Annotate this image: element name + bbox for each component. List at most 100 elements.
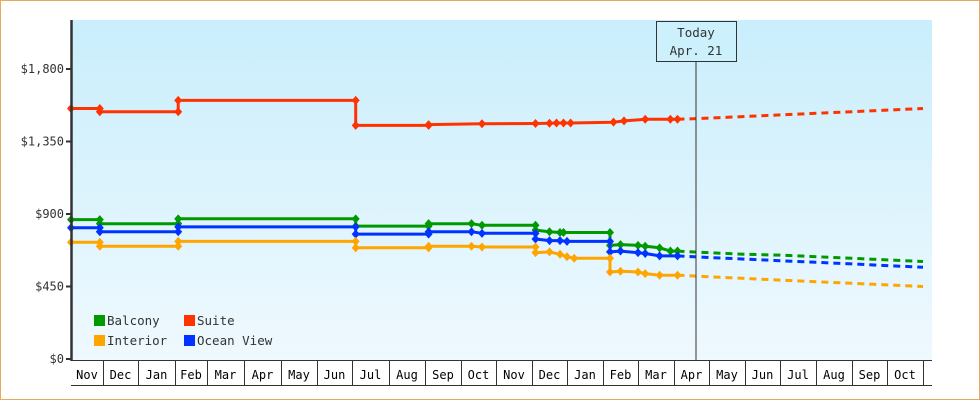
- data-point-marker[interactable]: [641, 114, 650, 124]
- data-point-marker[interactable]: [563, 252, 571, 262]
- data-point-marker[interactable]: [351, 214, 360, 224]
- series-suite: [67, 95, 924, 130]
- data-point-marker[interactable]: [559, 228, 568, 238]
- x-tick-label: Jan: [146, 368, 168, 382]
- y-tick-label: $1,800: [21, 62, 64, 76]
- data-point-marker[interactable]: [351, 243, 360, 253]
- data-point-marker[interactable]: [467, 227, 476, 237]
- data-point-marker[interactable]: [606, 236, 614, 246]
- legend-swatch: [184, 315, 195, 326]
- data-point-marker[interactable]: [559, 118, 568, 128]
- data-point-marker[interactable]: [424, 120, 433, 130]
- data-point-marker[interactable]: [655, 251, 664, 261]
- data-point-marker[interactable]: [424, 227, 433, 237]
- series-layer: [67, 95, 924, 288]
- data-point-marker[interactable]: [467, 219, 476, 229]
- data-point-marker[interactable]: [174, 107, 183, 117]
- data-point-marker[interactable]: [351, 120, 360, 130]
- data-point-marker[interactable]: [641, 248, 650, 258]
- data-point-marker[interactable]: [174, 227, 183, 237]
- data-point-marker[interactable]: [95, 107, 104, 117]
- data-point-marker[interactable]: [478, 119, 486, 129]
- data-point-marker[interactable]: [531, 242, 540, 252]
- data-point-marker[interactable]: [673, 114, 682, 124]
- data-point-marker[interactable]: [531, 118, 540, 128]
- data-point-marker[interactable]: [566, 118, 575, 128]
- legend-item-interior[interactable]: Interior: [94, 333, 168, 348]
- data-point-marker[interactable]: [673, 251, 682, 261]
- data-point-marker[interactable]: [563, 236, 571, 246]
- data-point-marker[interactable]: [174, 222, 183, 232]
- data-point-marker[interactable]: [606, 228, 614, 238]
- legend-label: Suite: [197, 313, 235, 328]
- x-tick-label: Dec: [539, 368, 561, 382]
- data-point-marker[interactable]: [673, 270, 682, 280]
- data-point-marker[interactable]: [616, 240, 625, 250]
- data-point-marker[interactable]: [655, 243, 664, 253]
- data-point-marker[interactable]: [478, 242, 486, 252]
- data-point-marker[interactable]: [95, 241, 104, 251]
- legend-swatch: [94, 315, 105, 326]
- data-point-marker[interactable]: [634, 248, 642, 258]
- data-point-marker[interactable]: [556, 236, 564, 246]
- data-point-marker[interactable]: [351, 222, 360, 232]
- data-point-marker[interactable]: [545, 236, 554, 246]
- x-tick-label: Oct: [468, 368, 490, 382]
- data-point-marker[interactable]: [174, 241, 183, 251]
- x-tick-label: May: [716, 368, 738, 382]
- data-point-marker[interactable]: [666, 246, 675, 256]
- data-point-marker[interactable]: [467, 241, 476, 251]
- data-point-marker[interactable]: [174, 95, 183, 105]
- data-point-marker[interactable]: [424, 241, 433, 251]
- x-tick-label: Oct: [894, 368, 916, 382]
- data-point-marker[interactable]: [351, 229, 360, 239]
- data-point-marker[interactable]: [95, 227, 104, 237]
- data-point-marker[interactable]: [424, 219, 433, 229]
- data-point-marker[interactable]: [609, 117, 618, 127]
- data-point-marker[interactable]: [545, 118, 554, 128]
- data-point-marker[interactable]: [634, 267, 642, 277]
- data-point-marker[interactable]: [634, 240, 642, 250]
- x-tick-label: Apr: [681, 368, 703, 382]
- data-point-marker[interactable]: [531, 234, 540, 244]
- legend: Balcony Suite Interior Ocean View: [94, 313, 273, 348]
- data-point-marker[interactable]: [174, 214, 183, 224]
- data-point-marker[interactable]: [641, 241, 650, 251]
- data-point-marker[interactable]: [655, 270, 664, 280]
- data-point-marker[interactable]: [641, 269, 650, 279]
- legend-item-suite[interactable]: Suite: [184, 313, 235, 328]
- data-point-marker[interactable]: [351, 95, 360, 105]
- y-tick-label: $450: [35, 280, 64, 294]
- data-point-marker[interactable]: [531, 228, 540, 238]
- legend-item-balcony[interactable]: Balcony: [94, 313, 160, 328]
- data-point-marker[interactable]: [620, 116, 628, 126]
- data-point-marker[interactable]: [478, 220, 486, 230]
- data-point-marker[interactable]: [556, 249, 564, 259]
- legend-swatch: [184, 335, 195, 346]
- data-point-marker[interactable]: [673, 246, 682, 256]
- data-point-marker[interactable]: [545, 227, 554, 237]
- data-point-marker[interactable]: [174, 236, 183, 246]
- data-point-marker[interactable]: [606, 247, 614, 257]
- x-tick-label: Feb: [610, 368, 632, 382]
- today-date: Apr. 21: [670, 43, 723, 58]
- data-point-marker[interactable]: [616, 246, 625, 256]
- x-tick-label: Dec: [110, 368, 132, 382]
- data-point-marker[interactable]: [478, 228, 486, 238]
- data-point-marker[interactable]: [545, 247, 554, 257]
- data-point-marker[interactable]: [531, 220, 540, 230]
- data-point-marker[interactable]: [666, 114, 675, 124]
- legend-item-ocean-view[interactable]: Ocean View: [184, 333, 273, 348]
- data-point-marker[interactable]: [351, 236, 360, 246]
- x-tick-label: Sep: [859, 368, 881, 382]
- data-point-marker[interactable]: [616, 266, 625, 276]
- data-point-marker[interactable]: [531, 248, 540, 258]
- x-tick-label: Jun: [752, 368, 774, 382]
- legend-label: Interior: [107, 333, 168, 348]
- data-point-marker[interactable]: [552, 118, 561, 128]
- legend-label: Balcony: [107, 313, 160, 328]
- data-point-marker[interactable]: [606, 267, 614, 277]
- x-tick-label: Mar: [215, 368, 237, 382]
